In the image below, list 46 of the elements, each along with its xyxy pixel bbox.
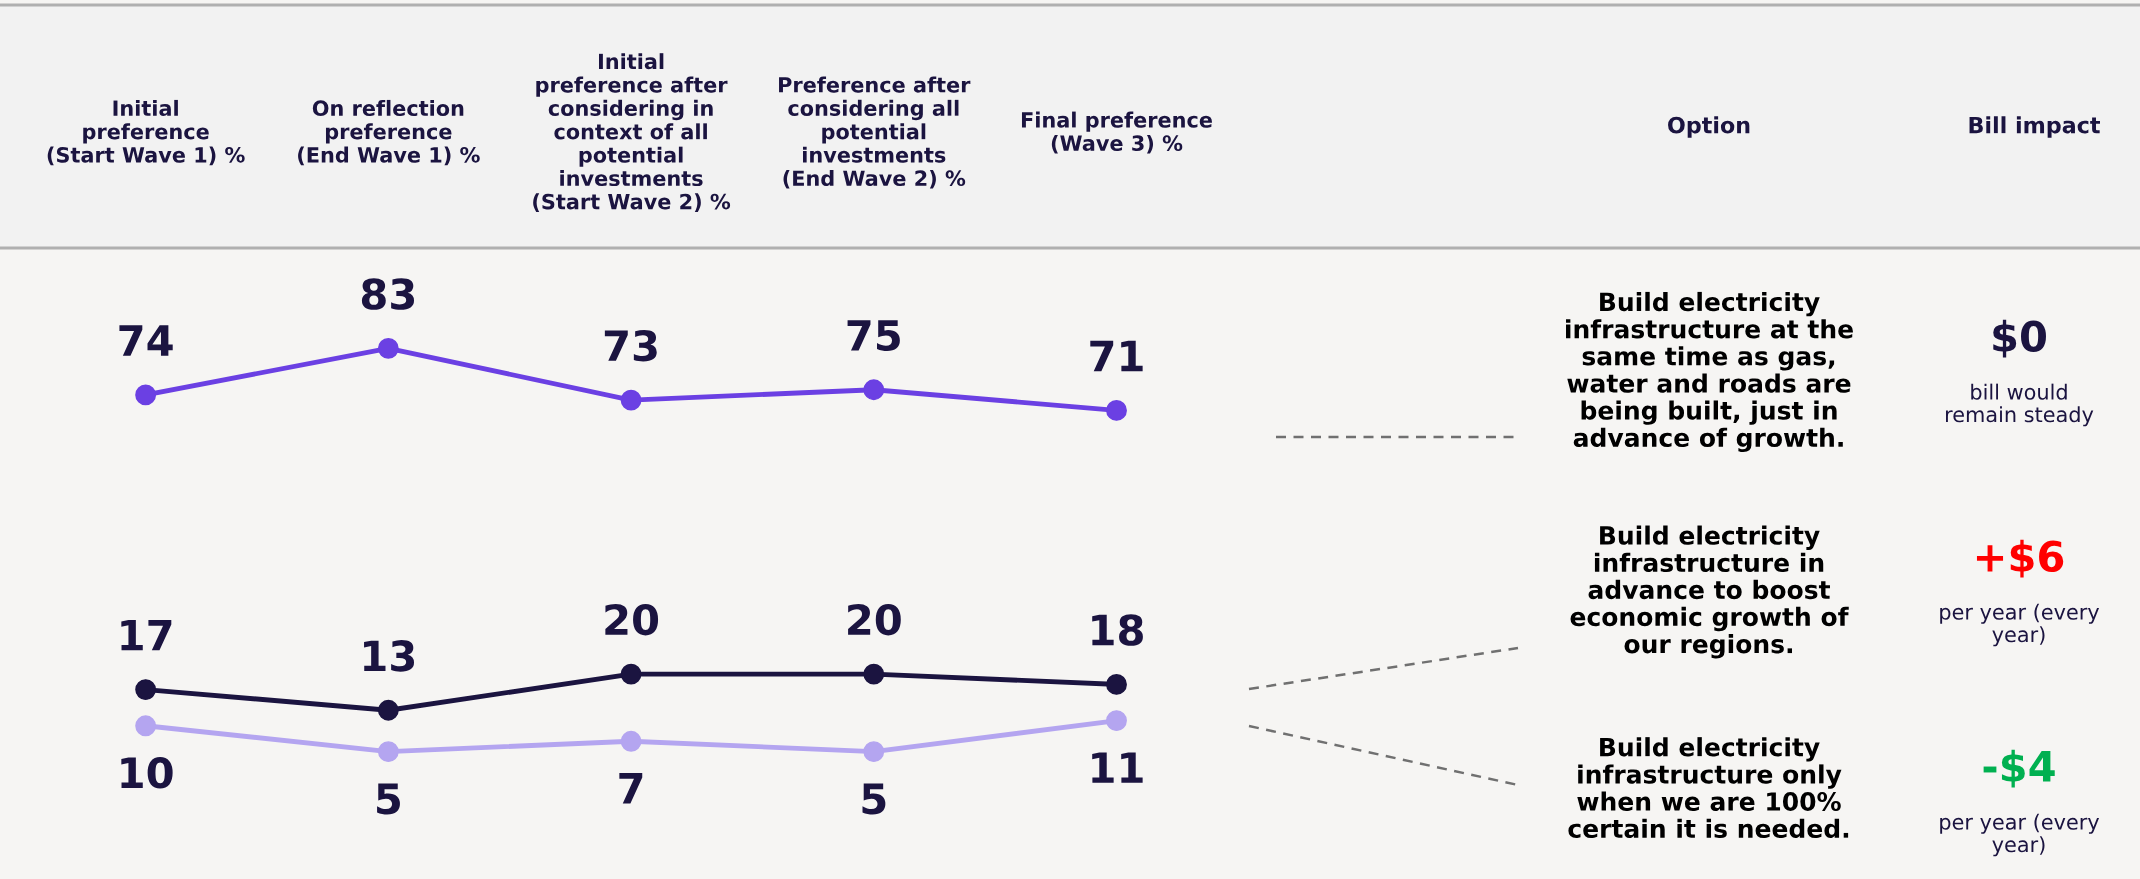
text: per year (every year) <box>1940 603 2100 647</box>
data-label: 75 <box>847 320 900 352</box>
text: Option <box>1668 116 1750 138</box>
point <box>863 379 885 401</box>
x-tick-label: Initial preference (Start Wave 1) % <box>47 99 245 166</box>
text: $0 <box>1993 319 2046 358</box>
point <box>1106 673 1127 695</box>
x-tick-label: On reflection preference (End Wave 1) % <box>298 99 480 166</box>
data-label: 74 <box>119 325 173 356</box>
data-label: 7 <box>619 773 643 804</box>
point <box>135 715 157 737</box>
text: Bill impact <box>1969 116 2100 138</box>
data-label: 18 <box>1092 614 1143 646</box>
point <box>863 663 885 685</box>
text: -$4 <box>1983 749 2055 788</box>
data-label: 10 <box>121 757 173 789</box>
point <box>620 730 642 752</box>
point <box>620 663 642 685</box>
data-label: 20 <box>605 603 659 636</box>
data-label: 83 <box>361 278 415 310</box>
point <box>135 384 157 406</box>
data-label: 73 <box>604 329 657 362</box>
data-label: 17 <box>121 619 172 651</box>
data-label: 5 <box>377 783 400 815</box>
point <box>863 741 885 763</box>
text: Build electricity infrastructure at the same time as gas, water and roads are being built, just in advance of growth. <box>1566 291 1853 453</box>
point <box>1106 710 1127 732</box>
point <box>1106 400 1127 421</box>
point <box>620 389 642 411</box>
data-label: 71 <box>1090 340 1143 372</box>
point <box>377 741 399 763</box>
point <box>377 699 399 721</box>
text: +$6 <box>1976 539 2064 578</box>
text: Build electricity infrastructure only when we are 100% certain it is needed. <box>1568 737 1849 839</box>
data-label: 13 <box>364 640 415 672</box>
x-tick-label: Preference after considering all potential investments (End Wave 2) % <box>779 76 971 189</box>
x-tick-label: Final preference (Wave 3) % <box>1021 111 1212 154</box>
text: per year (every year) <box>1940 813 2100 857</box>
text: Build electricity infrastructure in advance to boost economic growth of our regions. <box>1570 525 1849 659</box>
data-label: 20 <box>848 603 901 636</box>
text: bill would remain steady <box>1946 383 2094 427</box>
data-label: 11 <box>1092 752 1143 783</box>
point <box>135 679 157 700</box>
data-label: 5 <box>862 783 886 815</box>
x-tick-label: Initial preference after considering in context of all potential investments (Start Wave 2) % <box>533 53 731 212</box>
point <box>377 337 399 359</box>
